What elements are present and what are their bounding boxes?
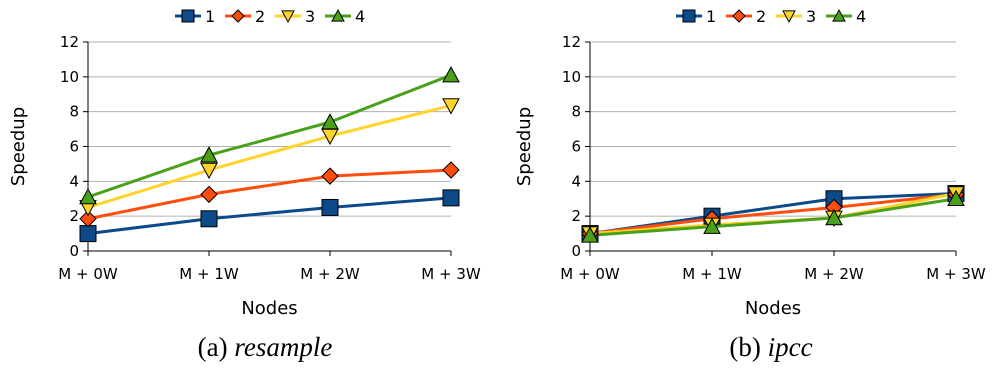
x-tick-label: M + 1W	[682, 265, 742, 283]
legend-marker-2	[732, 9, 746, 23]
series-1-point	[442, 189, 460, 207]
series-4-line	[589, 197, 957, 237]
legend-label-1: 1	[205, 7, 215, 26]
y-tick-label: 8	[571, 103, 581, 121]
y-axis-label: Speedup	[514, 107, 535, 186]
y-tick-label: 12	[562, 33, 581, 51]
legend-label-1: 1	[706, 7, 716, 26]
caption: (b) ipcc	[729, 332, 812, 362]
legend-label-2: 2	[756, 7, 766, 26]
series-3-point	[200, 162, 218, 180]
series-4-point	[200, 146, 218, 163]
legend-marker-3	[782, 10, 796, 24]
series-1-line	[87, 196, 452, 236]
y-tick-label: 2	[571, 207, 581, 225]
y-axis-label: Speedup	[8, 107, 29, 186]
x-axis-label: Nodes	[241, 298, 297, 319]
legend-label-4: 4	[856, 7, 866, 26]
series-4-point	[703, 217, 721, 234]
series-4-point	[947, 189, 965, 207]
series-4-point	[581, 226, 599, 243]
y-tick-label: 0	[69, 242, 79, 260]
x-axis-label: Nodes	[745, 298, 801, 319]
series-2-point	[79, 210, 97, 228]
caption-name: ipcc	[768, 332, 813, 362]
series-4-point	[79, 187, 97, 205]
series-2-point	[321, 167, 339, 185]
y-tick-label: 12	[60, 33, 79, 51]
caption: (a) resample	[198, 332, 333, 362]
caption-label: (b)	[729, 332, 767, 362]
series-1-point	[200, 210, 218, 228]
series-3-line	[87, 104, 452, 209]
x-tick-label: M + 0W	[58, 265, 118, 283]
y-tick-label: 10	[562, 68, 581, 86]
series-4-point	[825, 208, 843, 226]
series-3-point	[442, 98, 460, 115]
series-4-point	[442, 66, 460, 83]
y-tick-label: 6	[571, 138, 581, 156]
x-tick-label: M + 2W	[804, 265, 864, 283]
x-tick-label: M + 2W	[300, 265, 360, 283]
legend-marker-1	[181, 9, 195, 23]
y-tick-label: 8	[69, 103, 79, 121]
y-tick-label: 2	[69, 207, 79, 225]
series-1-point	[79, 225, 97, 243]
legend-label-2: 2	[255, 7, 265, 26]
legend-marker-1	[682, 9, 696, 23]
y-tick-label: 4	[69, 172, 79, 190]
caption-name: resample	[234, 332, 332, 362]
series-2-line	[589, 192, 957, 236]
legend-marker-2	[231, 9, 245, 23]
y-tick-label: 0	[571, 242, 581, 260]
legend-label-3: 3	[305, 7, 315, 26]
x-tick-label: M + 1W	[179, 265, 239, 283]
y-tick-label: 6	[69, 138, 79, 156]
y-tick-label: 4	[571, 172, 581, 190]
series-1-point	[321, 198, 339, 216]
legend-label-4: 4	[355, 7, 365, 26]
series-4-point	[321, 113, 339, 130]
y-tick-label: 10	[60, 68, 79, 86]
series-4-line	[87, 73, 452, 199]
legend-label-3: 3	[806, 7, 816, 26]
series-2-line	[87, 168, 452, 221]
legend-marker-3	[281, 10, 295, 24]
legend-marker-4	[331, 8, 345, 22]
x-tick-label: M + 3W	[421, 265, 481, 283]
caption-label: (a)	[198, 332, 235, 362]
x-tick-label: M + 3W	[926, 265, 986, 283]
series-2-point	[442, 161, 460, 179]
legend-marker-4	[832, 8, 846, 22]
series-2-point	[200, 185, 218, 204]
x-tick-label: M + 0W	[560, 265, 620, 283]
